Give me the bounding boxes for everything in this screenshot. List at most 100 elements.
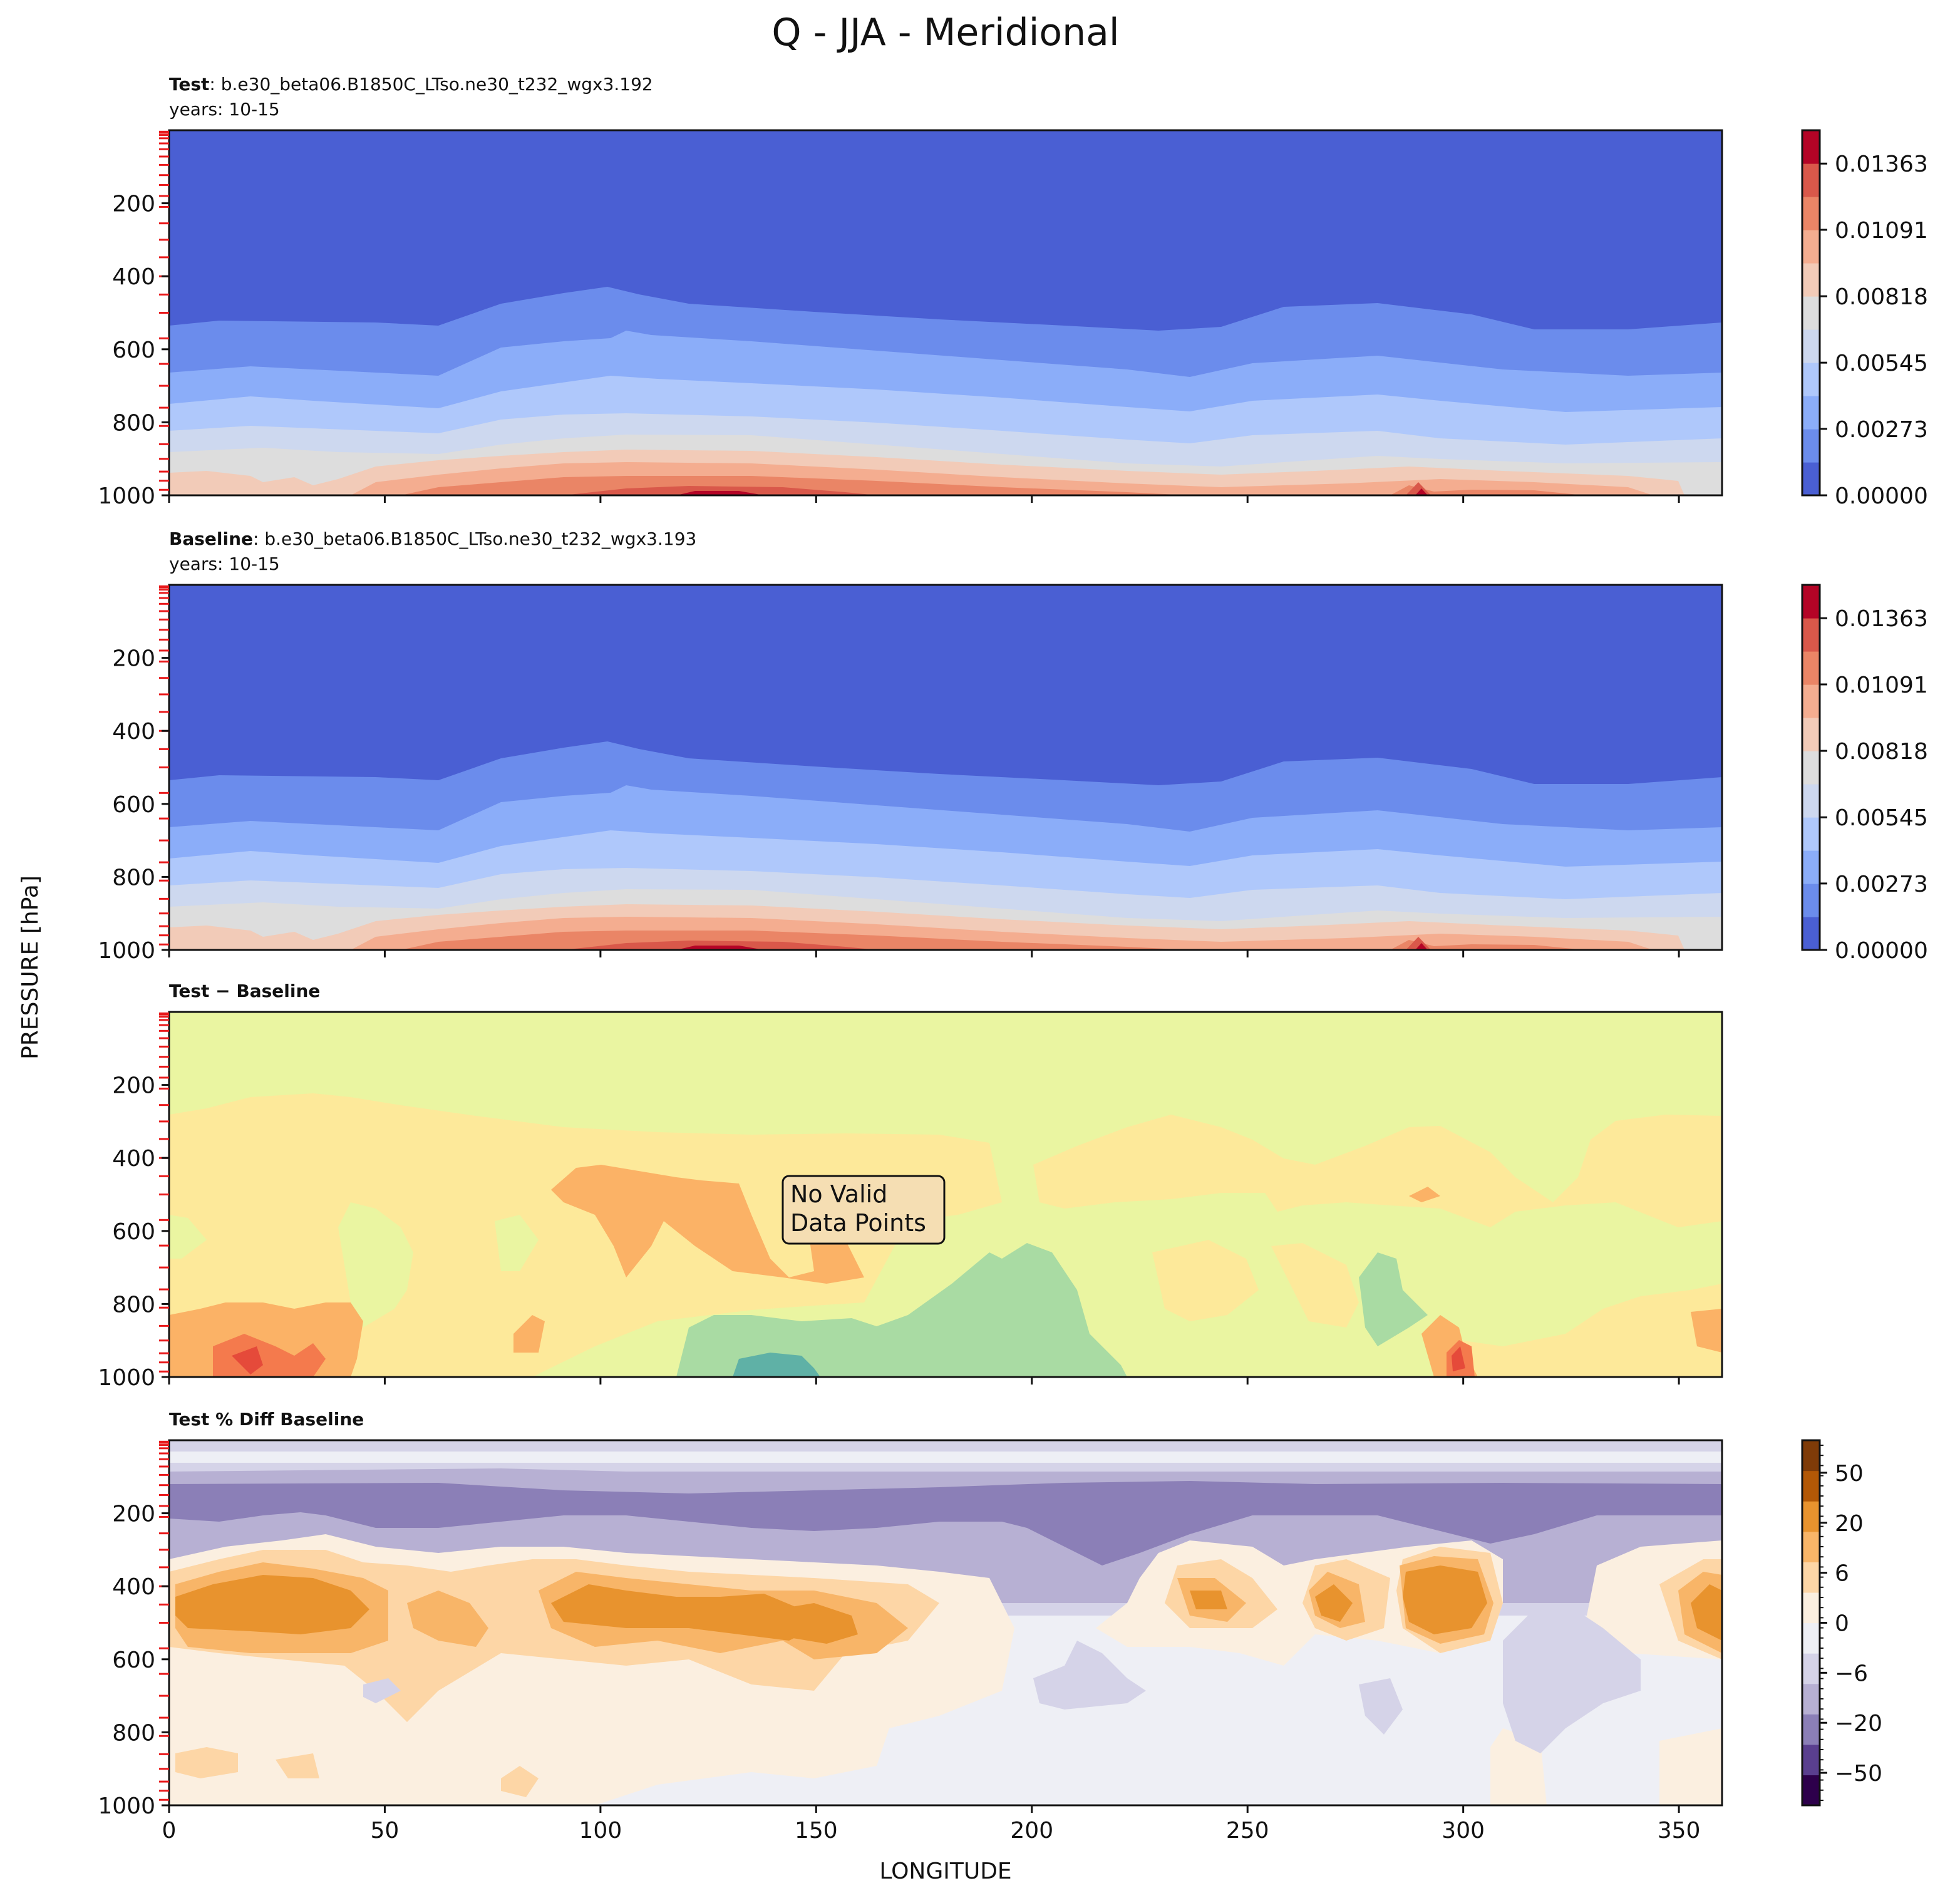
colorbar-tick-label: 0.00545 <box>1835 805 1928 831</box>
y-tick-label: 200 <box>112 1502 155 1527</box>
colorbar-segment <box>1802 585 1820 619</box>
colorbar-tick-label: 0.01091 <box>1835 673 1928 698</box>
colorbar-tick-label: 0.00273 <box>1835 872 1928 897</box>
band-top-1 <box>169 1440 1722 1452</box>
colorbar-segment <box>1802 296 1820 330</box>
colorbar-segment <box>1802 197 1820 230</box>
colorbar-segment <box>1802 130 1820 164</box>
y-tick-label: 200 <box>112 646 155 672</box>
colorbar-tick-label: 0.00818 <box>1835 739 1928 765</box>
colorbar-segment <box>1802 817 1820 851</box>
colorbar-segment <box>1802 1470 1820 1502</box>
colorbar-segment <box>1802 618 1820 652</box>
colorbar-tick-label: 0.00273 <box>1835 417 1928 443</box>
y-tick-label: 800 <box>112 865 155 890</box>
y-tick-label: 800 <box>112 1292 155 1318</box>
colorbar-segment <box>1802 651 1820 685</box>
panel-baseline-axes: 200 400 600 800 1000 <box>98 585 1680 964</box>
colorbar-segment <box>1802 1501 1820 1532</box>
panel-test-colorbar: 0.00000 0.00273 0.00545 0.00818 0.01091 0.013… <box>1801 129 1928 509</box>
y-tick-label: 600 <box>112 338 155 363</box>
panel-test-label: Test: b.e30_beta06.B1850C_LTso.ne30_t232… <box>169 74 653 95</box>
colorbar-segment <box>1802 1622 1820 1654</box>
y-tick-label: 600 <box>112 1648 155 1673</box>
colorbar-tick-label: 20 <box>1835 1511 1864 1537</box>
colorbar-tick-label: 0.00000 <box>1835 483 1928 509</box>
panel-percent-difference-axes: 200 400 600 800 1000 0 50 100 150 200 250 300 350 <box>98 1440 1701 1844</box>
panel-test-axes: 200 400 600 800 1000 <box>98 130 1680 509</box>
colorbar-segment <box>1802 429 1820 463</box>
y-axis-label: PRESSURE [hPa] <box>18 875 43 1060</box>
colorbar-segment <box>1802 1683 1820 1715</box>
band-orange-dark <box>175 1565 1722 1644</box>
band-orange-light <box>169 1093 1722 1377</box>
band-9 <box>564 482 1431 495</box>
y-tick-label: 200 <box>112 192 155 217</box>
x-tick-label: 300 <box>1442 1818 1485 1844</box>
colorbar-segment <box>1802 884 1820 917</box>
colorbar-segment <box>1802 363 1820 396</box>
band-orange <box>175 1556 1722 1659</box>
y-tick-label: 400 <box>112 1146 155 1172</box>
colorbar-segment <box>1802 684 1820 718</box>
colorbar-tick-label: 0.01363 <box>1835 606 1928 632</box>
band-teal <box>733 1353 820 1377</box>
colorbar-segment <box>1802 1592 1820 1624</box>
colorbar-tick-label: 0.00545 <box>1835 351 1928 376</box>
x-tick-label: 150 <box>795 1818 838 1844</box>
panel-baseline-years: years: 10-15 <box>169 554 280 574</box>
panel-test-field <box>169 130 1722 495</box>
colorbar-tick-label: 0.00000 <box>1835 938 1928 964</box>
colorbar-tick-label: −50 <box>1835 1761 1882 1787</box>
colorbar-segment <box>1802 263 1820 297</box>
colorbar-tick-label: 0 <box>1835 1611 1849 1637</box>
panel-baseline-colorbar: 0.00000 0.00273 0.00545 0.00818 0.01091 0.013… <box>1801 584 1928 964</box>
y-tick-label: 600 <box>112 1219 155 1245</box>
band-green <box>676 1243 1428 1377</box>
panel-difference-field <box>169 1012 1722 1377</box>
panel-test: Test: b.e30_beta06.B1850C_LTso.ne30_t232… <box>98 74 1928 509</box>
colorbar-segment <box>1802 230 1820 264</box>
colorbar-tick-label: −6 <box>1835 1661 1868 1686</box>
colorbar-segment <box>1802 396 1820 430</box>
colorbar-tick-label: 0.01363 <box>1835 152 1928 177</box>
panel-percent-difference-field <box>169 1440 1722 1805</box>
band-orange <box>169 1165 1722 1377</box>
band-top-2 <box>169 1452 1722 1463</box>
panel-baseline: Baseline: b.e30_beta06.B1850C_LTso.ne30_… <box>98 529 1928 964</box>
y-tick-label: 1000 <box>98 483 155 509</box>
x-tick-label: 0 <box>162 1818 177 1844</box>
y-tick-label: 400 <box>112 1574 155 1600</box>
colorbar-frame <box>1801 584 1821 951</box>
y-tick-label: 1000 <box>98 938 155 964</box>
colorbar-segment <box>1802 718 1820 751</box>
colorbar-segment <box>1802 329 1820 363</box>
y-tick-label: 800 <box>112 1720 155 1746</box>
figure-title: Q - JJA - Meridional <box>771 11 1119 54</box>
colorbar-tick-label: −20 <box>1835 1711 1882 1736</box>
x-tick-label: 350 <box>1658 1818 1701 1844</box>
colorbar-segment <box>1802 917 1820 951</box>
x-axis-label: LONGITUDE <box>879 1859 1011 1884</box>
no-valid-data-annotation: No Valid Data Points <box>781 1175 946 1245</box>
colorbar-segment <box>1802 1653 1820 1684</box>
colorbar-segment <box>1802 784 1820 818</box>
y-tick-label: 1000 <box>98 1793 155 1819</box>
x-tick-label: 200 <box>1010 1818 1053 1844</box>
y-tick-label: 400 <box>112 264 155 290</box>
x-tick-label: 250 <box>1226 1818 1269 1844</box>
colorbar-segment <box>1802 1531 1820 1562</box>
y-tick-label: 1000 <box>98 1365 155 1391</box>
colorbar-tick-label: 6 <box>1835 1561 1849 1587</box>
colorbar-segment <box>1802 751 1820 785</box>
colorbar-tick-label: 0.00818 <box>1835 284 1928 310</box>
y-tick-label: 400 <box>112 719 155 745</box>
colorbar-segment <box>1802 1744 1820 1776</box>
panel-percent-difference-label: Test % Diff Baseline <box>169 1409 364 1430</box>
x-tick-label: 50 <box>371 1818 400 1844</box>
panel-difference-label: Test − Baseline <box>169 981 320 1001</box>
panel-difference-axes: 200 400 600 800 1000 <box>98 1012 1680 1391</box>
colorbar-segment <box>1802 1714 1820 1745</box>
band-green-light <box>169 1202 539 1328</box>
